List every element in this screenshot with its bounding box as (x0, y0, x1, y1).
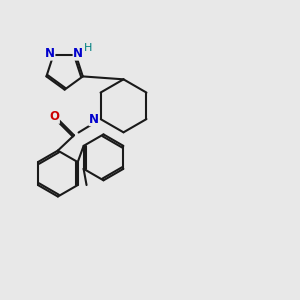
Text: O: O (49, 110, 59, 123)
Text: N: N (45, 47, 55, 60)
Text: H: H (84, 43, 92, 53)
Text: N: N (73, 47, 83, 60)
Text: N: N (89, 112, 99, 126)
